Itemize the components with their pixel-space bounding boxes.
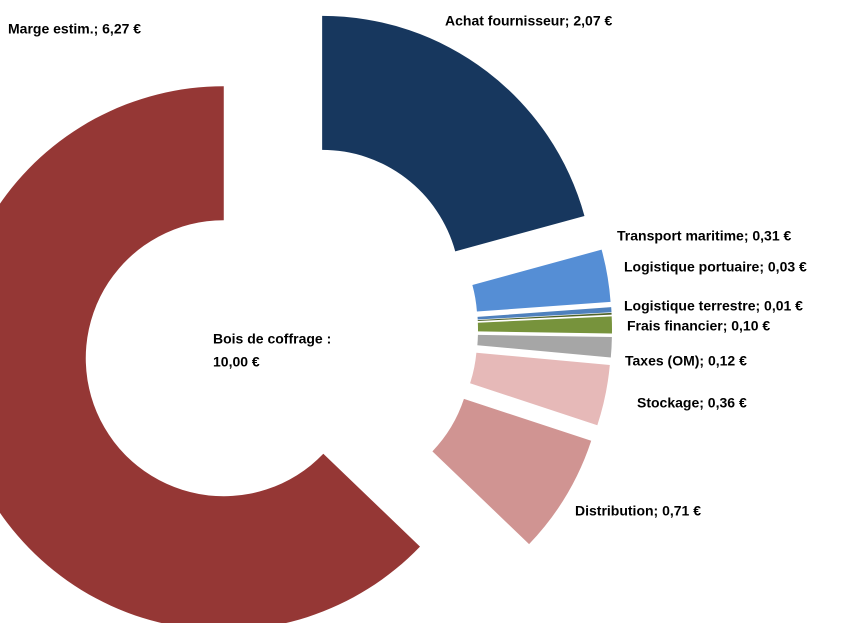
data-label: Marge estim.; 6,27 € [8,21,141,37]
donut-slice [0,86,420,623]
donut-slice [477,316,612,334]
donut-slice [322,15,585,252]
donut-slice [432,398,592,545]
data-label: Transport maritime; 0,31 € [617,228,792,244]
data-label: Achat fournisseur; 2,07 € [445,13,612,29]
donut-slice [477,307,612,320]
donut-slice [477,312,612,321]
data-label: Frais financier; 0,10 € [627,318,770,334]
data-label: Taxes (OM); 0,12 € [625,353,747,369]
center-label: Bois de coffrage : [213,331,331,347]
donut-slice [470,352,610,426]
donut-slice [477,334,612,358]
data-label: Stockage; 0,36 € [637,395,747,411]
data-label: Logistique portuaire; 0,03 € [624,259,807,275]
center-label: 10,00 € [213,354,260,370]
donut-slice [472,249,611,312]
data-label: Logistique terrestre; 0,01 € [624,298,803,314]
data-label: Distribution; 0,71 € [575,503,701,519]
